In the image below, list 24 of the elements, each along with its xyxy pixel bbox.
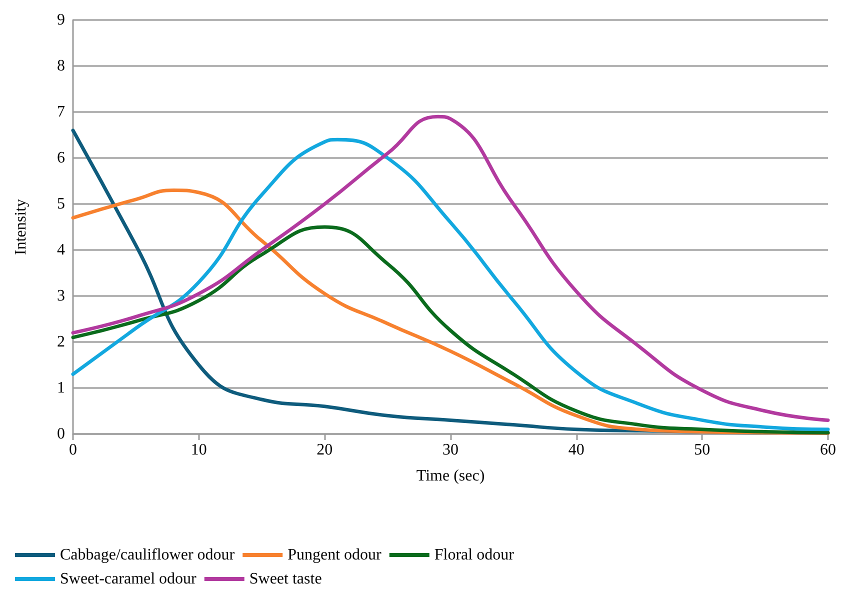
legend-label: Pungent odour: [288, 546, 382, 564]
legend-label: Floral odour: [434, 546, 515, 564]
x-tick-label: 40: [568, 442, 584, 458]
y-axis-title: Intensity: [12, 199, 30, 255]
x-axis-title: Time (sec): [416, 468, 485, 484]
legend-label: Sweet taste: [249, 570, 322, 588]
y-tick-label: 7: [57, 104, 65, 120]
x-tick-label: 20: [316, 442, 333, 458]
y-tick-label: 6: [57, 150, 65, 166]
y-tick-label: 8: [57, 58, 65, 74]
y-tick-label: 5: [57, 196, 65, 212]
y-tick-label: 0: [57, 426, 65, 442]
y-tick-label: 4: [57, 242, 65, 258]
y-tick-label: 9: [57, 12, 65, 28]
legend-label: Sweet-caramel odour: [60, 570, 198, 588]
y-tick-label: 3: [57, 288, 65, 304]
y-tick-label: 1: [57, 380, 65, 396]
x-tick-label: 60: [820, 442, 836, 458]
y-tick-label: 2: [57, 334, 65, 350]
legend-label: Cabbage/cauliflower odour: [60, 546, 236, 564]
x-tick-label: 0: [69, 442, 77, 458]
x-tick-label: 30: [442, 442, 458, 458]
x-tick-label: 50: [694, 442, 710, 458]
x-tick-label: 10: [190, 442, 207, 458]
